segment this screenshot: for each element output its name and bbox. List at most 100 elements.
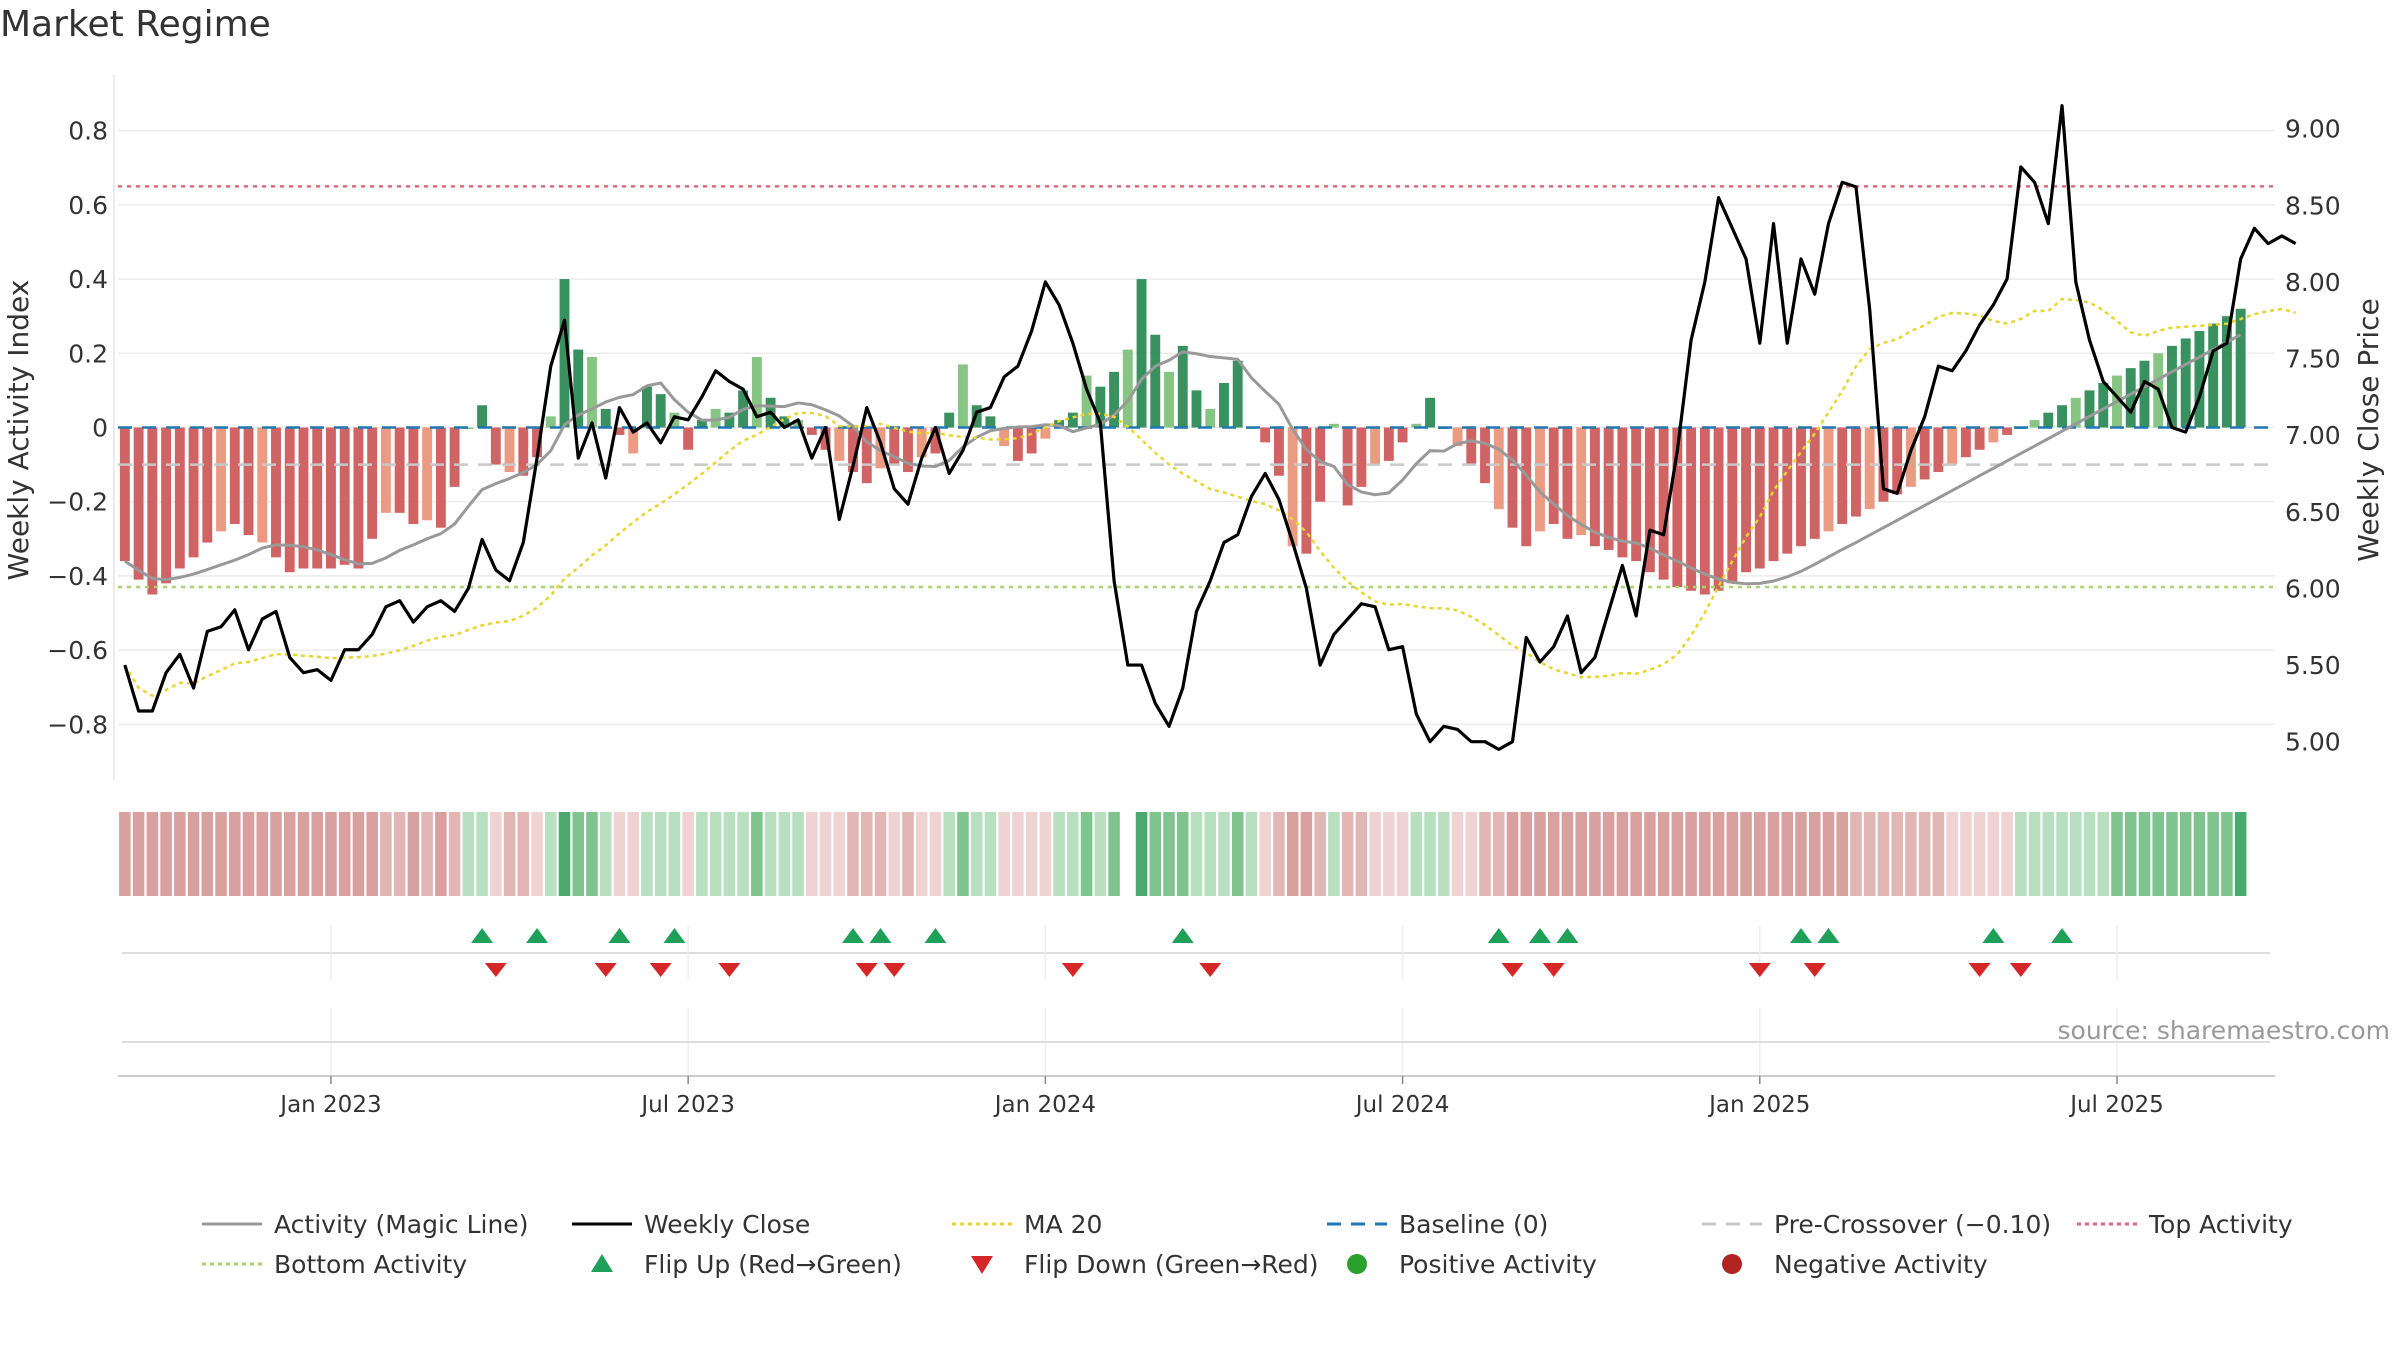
activity-bar <box>1232 360 1243 428</box>
activity-bar <box>1617 427 1628 558</box>
regime-strip-cell <box>599 812 612 896</box>
regime-strip-cell <box>1204 812 1217 896</box>
activity-bar <box>944 412 955 428</box>
regime-strip-cell <box>490 812 502 896</box>
activity-bar <box>1905 427 1916 487</box>
flip-up-marker <box>608 928 631 943</box>
regime-strip-cell <box>1383 812 1395 896</box>
legend-item-weekly-close[interactable]: Weekly Close <box>570 1209 950 1239</box>
regime-strip-cell <box>1547 812 1560 896</box>
flip-down-marker <box>594 963 617 977</box>
flip-down-marker <box>1199 963 1222 977</box>
activity-bar <box>1919 427 1930 480</box>
regime-strip-cell <box>1465 812 1478 896</box>
regime-strip-cell <box>572 812 585 896</box>
flip-down-marker <box>1501 963 1524 977</box>
activity-bar <box>1177 345 1188 428</box>
x-tick-label: Jan 2025 <box>1707 1092 1810 1118</box>
activity-bar <box>284 427 295 573</box>
activity-bar <box>1548 427 1559 524</box>
legend-item-flip-up[interactable]: Flip Up (Red→Green) <box>570 1250 950 1279</box>
ma20-swatch-icon <box>952 1222 1012 1226</box>
flip-down-marker <box>2009 963 2032 977</box>
activity-bar <box>2057 405 2067 428</box>
weekly-close-line <box>123 104 2297 751</box>
activity-bar <box>271 427 281 558</box>
regime-strip-cell <box>407 812 420 896</box>
regime-strip-cell <box>1492 812 1505 896</box>
regime-strip-cell <box>1602 812 1615 896</box>
legend-item-positive-activity[interactable]: Positive Activity <box>1325 1250 1700 1279</box>
regime-strip-cell <box>1341 812 1354 896</box>
regime-strip-cell <box>1877 812 1890 896</box>
regime-strip-cell <box>2111 812 2123 896</box>
activity-bar <box>1713 427 1724 591</box>
activity-bar <box>1397 427 1408 443</box>
regime-strip-cell <box>1534 812 1546 896</box>
regime-strip-cell <box>806 812 818 896</box>
activity-bar <box>2235 308 2246 428</box>
activity-bar <box>2208 323 2219 428</box>
regime-strip-cell <box>201 812 214 896</box>
regime-strip-cell <box>1025 812 1038 896</box>
regime-strip-cell <box>1754 812 1766 896</box>
legend-label: MA 20 <box>1024 1209 1103 1239</box>
legend-item-top-activity[interactable]: Top Activity <box>2075 1210 2335 1239</box>
flip-up-marker <box>1487 928 1510 943</box>
regime-strip-cell <box>1259 812 1271 896</box>
regime-strip-cell <box>1218 812 1230 896</box>
legend-item-ma20[interactable]: MA 20 <box>950 1209 1325 1239</box>
activity-bar <box>1273 427 1284 476</box>
regime-strip-cell <box>2124 812 2137 896</box>
activity-bar <box>1796 427 1806 547</box>
legend-label: Weekly Close <box>644 1209 811 1239</box>
legend-item-baseline[interactable]: Baseline (0) <box>1325 1210 1700 1239</box>
flip-up-marker <box>1556 928 1579 943</box>
regime-strip-cell <box>1479 812 1491 896</box>
legend-item-magic-line[interactable]: Activity (Magic Line) <box>200 1210 570 1239</box>
pre-crossover-swatch-icon <box>1702 1222 1762 1226</box>
regime-strip-cell <box>242 812 255 896</box>
activity-bar <box>1947 427 1958 465</box>
legend-item-flip-down[interactable]: Flip Down (Green→Red) <box>950 1250 1325 1279</box>
regime-strip-cell <box>1808 812 1821 896</box>
flip-up-marker <box>663 928 686 943</box>
regime-strip-cell <box>1108 812 1120 896</box>
activity-bar <box>916 427 927 458</box>
regime-strip-cell <box>132 812 145 896</box>
activity-bar <box>1150 334 1161 428</box>
flip-down-marker <box>1748 963 1771 977</box>
regime-strip-cell <box>654 812 667 896</box>
activity-bar <box>119 427 130 562</box>
regime-strip-cell <box>1273 812 1285 896</box>
activity-bar <box>2139 360 2150 428</box>
regime-strip-cell <box>503 812 516 896</box>
legend-item-negative-activity[interactable]: Negative Activity <box>1700 1250 2075 1279</box>
flip-down-marker <box>484 963 507 977</box>
flip-down-marker <box>649 963 672 977</box>
regime-strip-cell <box>435 812 447 896</box>
regime-strip-cell <box>1973 812 1986 896</box>
activity-bar <box>1727 427 1738 584</box>
regime-strip-cell <box>1891 812 1903 896</box>
activity-bar <box>1026 427 1037 454</box>
regime-strip-cell <box>1575 812 1587 896</box>
regime-strip-cell <box>1932 812 1945 896</box>
x-tick-label: Jul 2025 <box>2068 1092 2164 1118</box>
regime-strip-cell <box>2097 812 2110 896</box>
regime-strip-cell <box>119 812 131 896</box>
regime-strip-cell <box>393 812 406 896</box>
legend-item-pre-crossover[interactable]: Pre-Crossover (−0.10) <box>1700 1210 2075 1239</box>
ma20-line <box>123 297 2296 698</box>
regime-strip-cell <box>1795 812 1807 896</box>
activity-bar <box>408 427 419 524</box>
activity-bar <box>710 408 721 428</box>
flip-up-marker <box>471 928 494 943</box>
y-tick-label-right: 6.00 <box>2285 574 2341 603</box>
regime-strip-cell <box>627 812 639 896</box>
regime-strip-cell <box>847 812 859 896</box>
activity-bar <box>628 427 639 454</box>
legend-item-bottom-activity[interactable]: Bottom Activity <box>200 1250 570 1279</box>
regime-strip-cell <box>1987 812 2000 896</box>
